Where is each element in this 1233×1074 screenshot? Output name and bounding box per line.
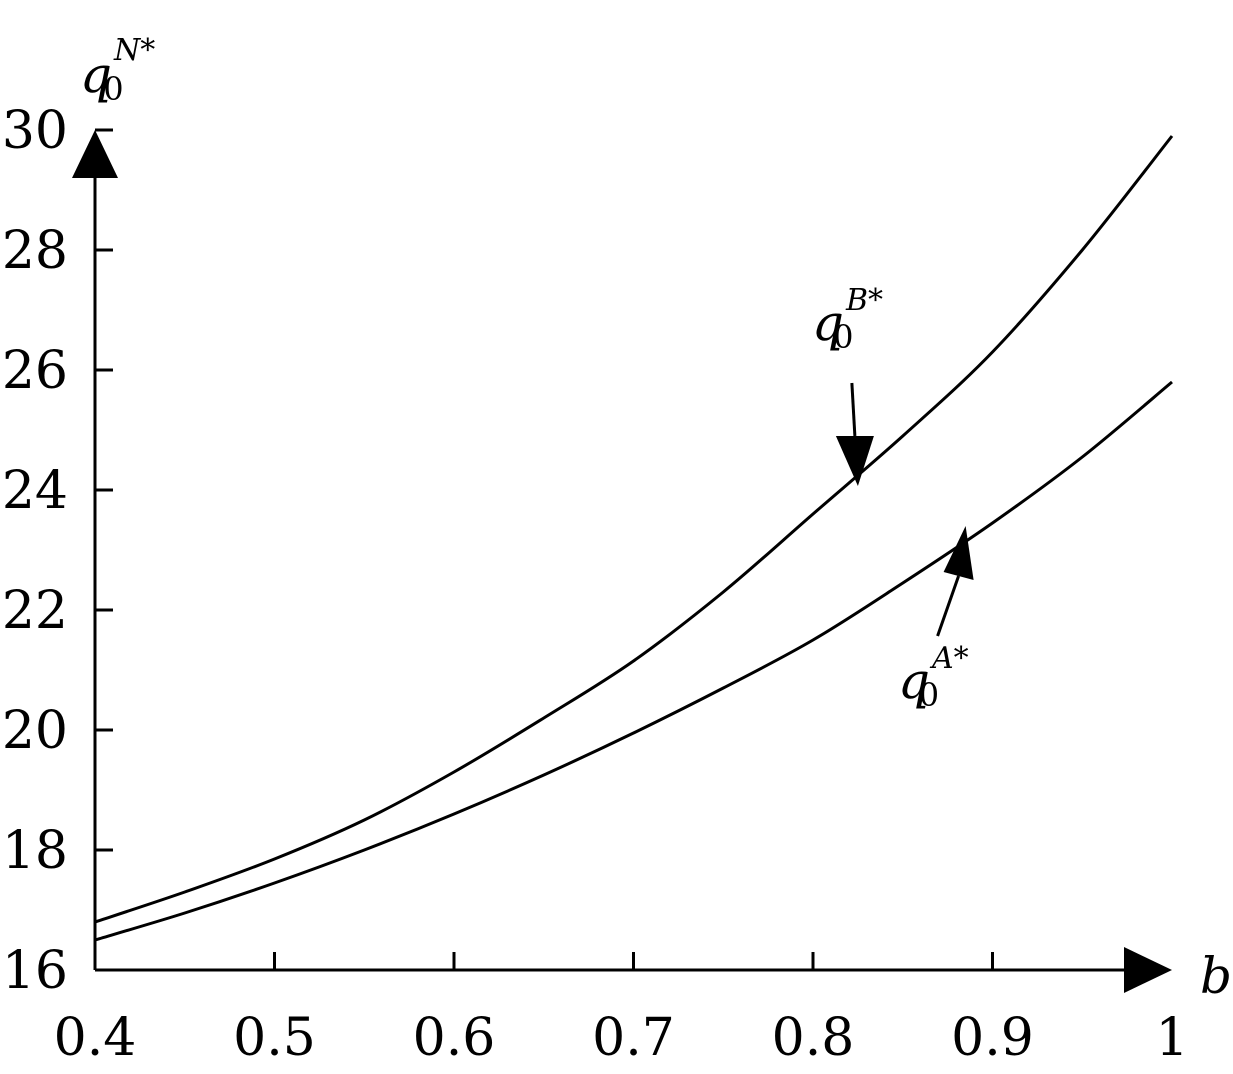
y-tick-label: 16 xyxy=(2,941,68,1001)
series-label-q0B-base: q xyxy=(812,294,844,352)
series-label-q0B-sub: 0 xyxy=(833,318,853,356)
y-tick-label: 20 xyxy=(2,701,68,761)
series-label-q0B: qB* 0 xyxy=(812,283,883,356)
annotation-arrowhead-q0A xyxy=(943,526,974,580)
x-tick-label: 0.7 xyxy=(592,1008,675,1068)
y-tick-label: 28 xyxy=(2,221,68,281)
x-axis-ticks: 0.4 0.5 0.6 0.7 0.8 0.9 1 xyxy=(54,952,1189,1068)
series-line-q0A xyxy=(94,380,1173,942)
y-axis-title-base: q xyxy=(80,46,112,104)
annotation-arrow-q0B xyxy=(850,382,857,437)
y-tick-label: 18 xyxy=(2,821,68,881)
series-label-q0A-base: q xyxy=(898,652,930,710)
y-axis-title: qN* 0 xyxy=(80,33,155,108)
series-lines xyxy=(94,135,1174,942)
series-label-q0A-sup: A* xyxy=(929,641,969,676)
x-tick-label: 0.9 xyxy=(951,1008,1034,1068)
x-tick-label: 0.8 xyxy=(772,1008,855,1068)
x-tick-label: 0.5 xyxy=(233,1008,316,1068)
y-tick-label: 24 xyxy=(2,461,68,521)
annotation-arrow-q0A xyxy=(936,575,960,637)
y-axis-title-sub: 0 xyxy=(103,70,123,108)
y-tick-label: 30 xyxy=(2,101,68,161)
y-tick-label: 26 xyxy=(2,341,68,401)
series-label-q0A: qA* 0 xyxy=(898,641,969,714)
x-tick-label: 1 xyxy=(1155,1008,1188,1068)
series-line-q0B xyxy=(94,135,1174,924)
x-axis-title: b xyxy=(1200,947,1232,1005)
x-tick-label: 0.6 xyxy=(413,1008,496,1068)
y-axis-title-sup: N* xyxy=(113,33,155,68)
series-label-q0B-sup: B* xyxy=(845,283,883,318)
series-annotations xyxy=(835,382,974,637)
y-tick-label: 22 xyxy=(2,581,68,641)
annotation-arrowhead-q0B xyxy=(835,436,874,486)
y-axis-ticks: 16 18 20 22 24 26 28 30 xyxy=(2,101,113,1001)
y-axis-arrowhead xyxy=(72,130,118,178)
x-axis-arrowhead xyxy=(1124,947,1172,993)
x-tick-label: 0.4 xyxy=(54,1008,137,1068)
series-label-q0A-sub: 0 xyxy=(919,676,939,714)
